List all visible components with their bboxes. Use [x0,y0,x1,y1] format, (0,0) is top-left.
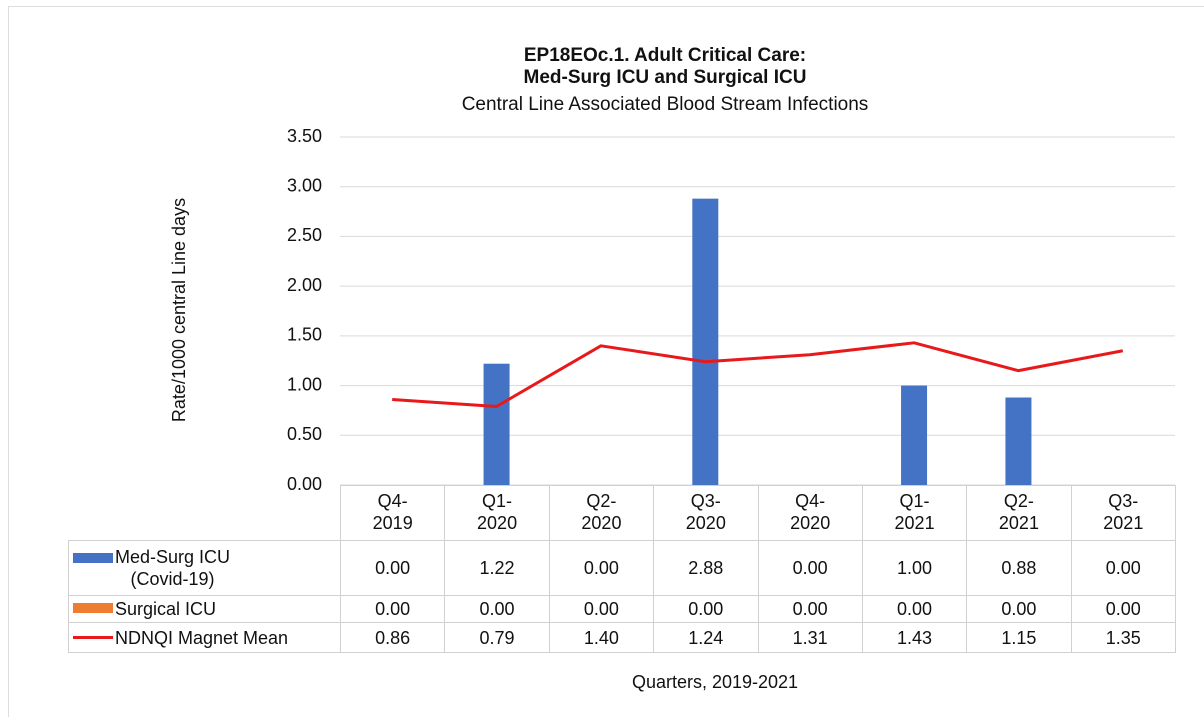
x-tick-label: Q4- 2020 [757,485,863,541]
data-label: 0.86 [340,622,446,653]
y-tick-label: 2.00 [287,275,322,295]
data-label: 0.00 [757,540,863,596]
legend-label: Surgical ICU [115,599,217,619]
data-label: 0.00 [548,540,655,596]
data-label: 1.00 [861,540,968,596]
data-label: 1.40 [548,622,655,653]
data-label: 0.00 [861,595,968,623]
y-tick-label: 3.50 [287,126,322,146]
y-tick-label: 2.50 [287,225,322,245]
y-tick-label: 1.00 [287,374,322,394]
x-tick-label: Q2- 2020 [548,485,655,541]
legend-swatch [73,636,113,639]
legend-label: NDNQI Magnet Mean [115,627,289,648]
data-label: 0.00 [1070,540,1176,596]
legend-label: Med-Surg ICU (Covid-19) [115,547,231,589]
y-tick-label: 1.50 [287,325,322,345]
y-tick-label: 3.00 [287,175,322,195]
data-label: 0.79 [444,622,550,653]
legend-entry: Med-Surg ICU (Covid-19) [68,540,341,596]
data-label: 0.88 [966,540,1072,596]
y-tick-label: 0.00 [287,474,322,494]
bar [1005,397,1032,485]
x-tick-label: Q3- 2021 [1070,485,1176,541]
data-label: 0.00 [757,595,863,623]
data-label: 0.00 [444,595,550,623]
data-label: 0.00 [340,540,446,596]
data-label: 1.24 [653,622,759,653]
legend-swatch [73,603,113,613]
data-label: 0.00 [1070,595,1176,623]
x-tick-label: Q4- 2019 [340,485,446,541]
legend-entry: Surgical ICU [68,595,341,623]
bar [692,198,719,485]
x-tick-label: Q3- 2020 [653,485,759,541]
chart-title: EP18EOc.1. Adult Critical Care: Med-Surg… [523,45,807,88]
data-label: 0.00 [966,595,1072,623]
y-tick-label: 0.50 [287,424,322,444]
data-label: 1.22 [444,540,550,596]
x-tick-label: Q1- 2020 [444,485,550,541]
x-tick-label: Q1- 2021 [861,485,968,541]
x-tick-label: Q2- 2021 [966,485,1072,541]
data-label: 0.00 [548,595,655,623]
line [392,341,1124,408]
chart-subtitle: Central Line Associated Blood Stream Inf… [461,94,869,115]
bar [901,385,928,485]
data-label: 0.00 [653,595,759,623]
y-axis-title: Rate/1000 central Line days [169,198,189,422]
data-label: 1.43 [861,622,968,653]
data-label: 1.31 [757,622,863,653]
frame [8,6,1204,717]
data-label: 1.15 [966,622,1072,653]
legend-entry: NDNQI Magnet Mean [68,622,341,653]
x-axis-title: Quarters, 2019-2021 [631,672,799,692]
data-label: 1.35 [1070,622,1176,653]
data-label: 2.88 [653,540,759,596]
data-label: 0.00 [340,595,446,623]
bar [483,363,510,485]
legend-swatch [73,553,113,563]
